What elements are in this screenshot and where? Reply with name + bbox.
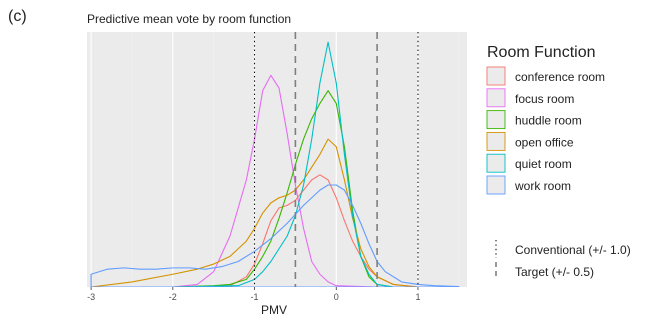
legend-key-huddle-room (486, 110, 506, 130)
legend-label: focus room (515, 92, 574, 106)
panel-label: (c) (8, 8, 27, 25)
x-tick-label: -3 (87, 292, 95, 302)
legend-title: Room Function (487, 44, 596, 61)
plot-panel (87, 32, 467, 287)
density-curve-focus-room (90, 74, 460, 287)
x-tick-label: 1 (415, 292, 420, 302)
legend-key-open-office (486, 131, 506, 151)
legend-key-focus-room (486, 88, 506, 108)
legend-key-quiet-room (486, 153, 506, 173)
density-curve-quiet-room (90, 41, 460, 287)
legend-key-conference-room (486, 66, 506, 86)
plot-area (87, 32, 467, 290)
legend-label: open office (515, 135, 574, 149)
legend-label: huddle room (515, 114, 582, 128)
x-axis-label: PMV (261, 303, 287, 317)
x-tick-label: -2 (169, 292, 177, 302)
legend-label: conference room (515, 70, 605, 84)
legend-ref-label: Conventional (+/- 1.0) (515, 243, 631, 257)
x-tick-label: -1 (251, 292, 259, 302)
x-tick-label: 0 (334, 292, 339, 302)
density-curve-work-room (90, 184, 460, 287)
density-curve-huddle-room (90, 90, 460, 287)
density-curves (90, 41, 460, 287)
legend-key-work-room (486, 175, 506, 195)
legend-label: work room (514, 179, 571, 193)
density-curve-open-office (90, 138, 460, 287)
chart-title: Predictive mean vote by room function (87, 12, 291, 26)
legend-label: quiet room (515, 157, 572, 171)
legend: conference room focus room huddle room open… (486, 66, 631, 280)
legend-ref-label: Target (+/- 0.5) (515, 265, 594, 279)
